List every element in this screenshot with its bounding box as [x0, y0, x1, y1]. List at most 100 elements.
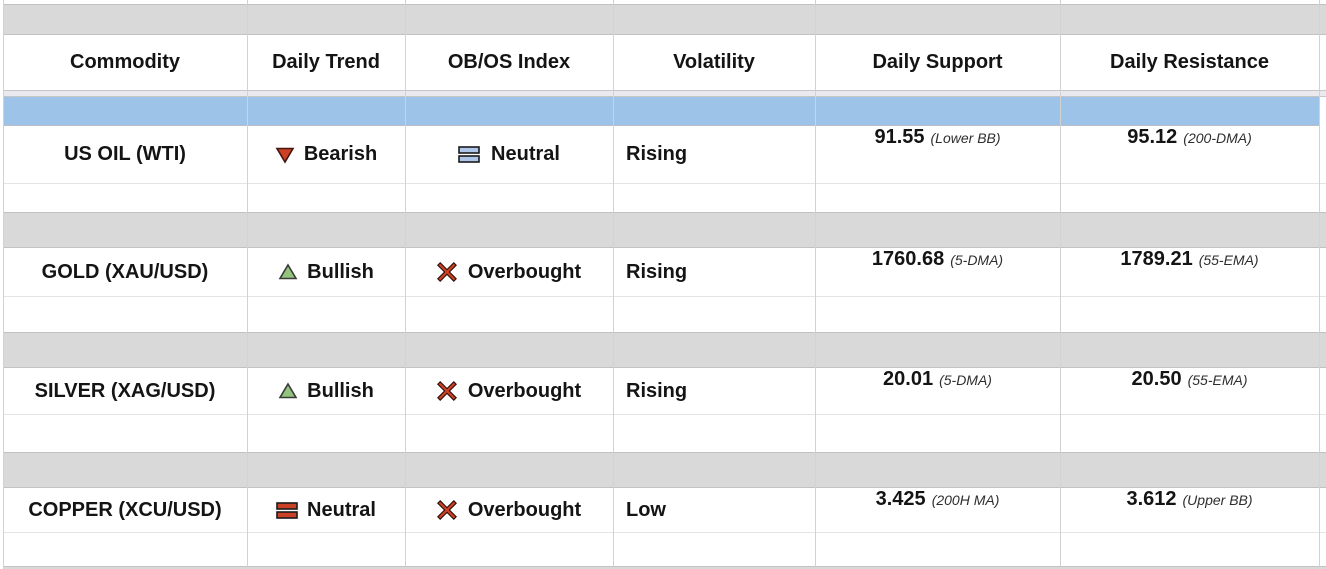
header-label: Volatility [673, 51, 755, 73]
resistance-basis: (55-EMA) [1198, 252, 1259, 268]
daily-support-cell[interactable]: 91.55 (Lower BB) [815, 126, 1060, 183]
column-gridline [3, 0, 4, 569]
cross-icon [436, 262, 457, 282]
support-basis: (5-DMA) [950, 252, 1004, 268]
header-label: OB/OS Index [447, 51, 571, 73]
commodity-label: GOLD (XAU/USD) [41, 260, 209, 283]
obos-label: Overbought [467, 498, 582, 521]
header-label: Daily Support [872, 51, 1003, 73]
obos-cell[interactable]: Overbought [405, 248, 613, 296]
support-basis: (Lower BB) [930, 130, 1001, 146]
column-header-commodity[interactable]: Commodity [3, 35, 247, 90]
obos-label: Overbought [467, 260, 582, 283]
commodity-cell[interactable]: US OIL (WTI) [3, 126, 247, 183]
commodity-label: US OIL (WTI) [64, 143, 186, 165]
row-gridline [3, 183, 1326, 184]
column-header-volatility[interactable]: Volatility [613, 35, 815, 90]
commodity-label: COPPER (XCU/USD) [28, 498, 222, 521]
resistance-basis: (Upper BB) [1182, 492, 1253, 508]
header-label: Daily Trend [272, 51, 380, 73]
resistance-value: 1789.21 [1120, 248, 1193, 270]
resistance-value: 3.612 [1126, 488, 1177, 510]
resistance-value: 95.12 [1127, 126, 1178, 148]
daily-resistance-cell[interactable]: 1789.21 (55-EMA) [1060, 248, 1319, 296]
volatility-label: Rising [626, 143, 688, 165]
header-separator-band [3, 90, 1326, 97]
row-gridline [3, 532, 1326, 533]
column-gridline [815, 0, 816, 569]
volatility-label: Rising [626, 379, 688, 402]
row-gridline [3, 414, 1326, 415]
column-gridline [405, 0, 406, 569]
spacer-band [3, 332, 1326, 368]
cross-icon [436, 500, 457, 520]
obos-cell[interactable]: Neutral [405, 126, 613, 183]
column-header-obos-index[interactable]: OB/OS Index [405, 35, 613, 90]
resistance-value: 20.50 [1131, 368, 1182, 390]
support-value: 1760.68 [871, 248, 945, 270]
volatility-cell[interactable]: Low [613, 488, 815, 532]
table-row-copper: COPPER (XCU/USD) Neutral Overbought Low … [3, 488, 1319, 532]
volatility-label: Rising [626, 260, 688, 283]
trend-label: Bearish [303, 143, 378, 165]
commodity-cell[interactable]: GOLD (XAU/USD) [3, 248, 247, 296]
volatility-label: Low [626, 498, 666, 521]
column-gridline [1060, 0, 1061, 569]
volatility-cell[interactable]: Rising [613, 248, 815, 296]
spacer-band [3, 452, 1326, 488]
daily-trend-cell[interactable]: Bullish [247, 248, 405, 296]
trend-label: Bullish [307, 379, 374, 402]
table-row-gold: GOLD (XAU/USD) Bullish Overbought Rising… [3, 248, 1319, 296]
neutral-bars-icon [458, 146, 480, 163]
daily-trend-cell[interactable]: Neutral [247, 488, 405, 532]
daily-resistance-cell[interactable]: 95.12 (200-DMA) [1060, 126, 1319, 183]
support-value: 3.425 [875, 488, 926, 510]
daily-resistance-cell[interactable]: 3.612 (Upper BB) [1060, 488, 1319, 532]
triangle-down-icon [275, 146, 295, 164]
triangle-up-icon [278, 382, 298, 400]
resistance-basis: (55-EMA) [1187, 372, 1248, 388]
header-label: Commodity [70, 51, 180, 73]
support-value: 91.55 [874, 126, 925, 148]
obos-label: Overbought [467, 379, 582, 402]
column-header-daily-support[interactable]: Daily Support [815, 35, 1060, 90]
commodity-cell[interactable]: COPPER (XCU/USD) [3, 488, 247, 532]
spacer-band [3, 4, 1326, 35]
commodity-cell[interactable]: SILVER (XAG/USD) [3, 368, 247, 414]
daily-support-cell[interactable]: 3.425 (200H MA) [815, 488, 1060, 532]
support-basis: (200H MA) [931, 492, 1000, 508]
cross-icon [436, 381, 457, 401]
highlight-row[interactable] [3, 97, 1319, 126]
header-row: Commodity Daily Trend OB/OS Index Volati… [3, 35, 1319, 90]
daily-resistance-cell[interactable]: 20.50 (55-EMA) [1060, 368, 1319, 414]
column-header-daily-trend[interactable]: Daily Trend [247, 35, 405, 90]
daily-support-cell[interactable]: 1760.68 (5-DMA) [815, 248, 1060, 296]
daily-support-cell[interactable]: 20.01 (5-DMA) [815, 368, 1060, 414]
triangle-up-icon [278, 263, 298, 281]
header-label: Daily Resistance [1110, 51, 1269, 73]
commodity-label: SILVER (XAG/USD) [34, 379, 216, 402]
column-gridline [1319, 0, 1320, 569]
trend-label: Bullish [307, 260, 374, 283]
resistance-basis: (200-DMA) [1183, 130, 1252, 146]
obos-label: Neutral [491, 143, 560, 165]
table-row-silver: SILVER (XAG/USD) Bullish Overbought Risi… [3, 368, 1319, 414]
spacer-band [3, 212, 1326, 248]
daily-trend-cell[interactable]: Bullish [247, 368, 405, 414]
neutral-bars-icon [276, 501, 298, 519]
volatility-cell[interactable]: Rising [613, 126, 815, 183]
spacer-band [3, 566, 1326, 569]
column-header-daily-resistance[interactable]: Daily Resistance [1060, 35, 1319, 90]
daily-trend-cell[interactable]: Bearish [247, 126, 405, 183]
column-gridline [247, 0, 248, 569]
obos-cell[interactable]: Overbought [405, 488, 613, 532]
row-gridline [3, 296, 1326, 297]
support-basis: (5-DMA) [939, 372, 992, 388]
table-row-us-oil: US OIL (WTI) Bearish Neutral Rising 91.5… [3, 126, 1319, 183]
trend-label: Neutral [307, 498, 376, 521]
obos-cell[interactable]: Overbought [405, 368, 613, 414]
volatility-cell[interactable]: Rising [613, 368, 815, 414]
support-value: 20.01 [883, 368, 934, 390]
column-gridline [613, 0, 614, 569]
